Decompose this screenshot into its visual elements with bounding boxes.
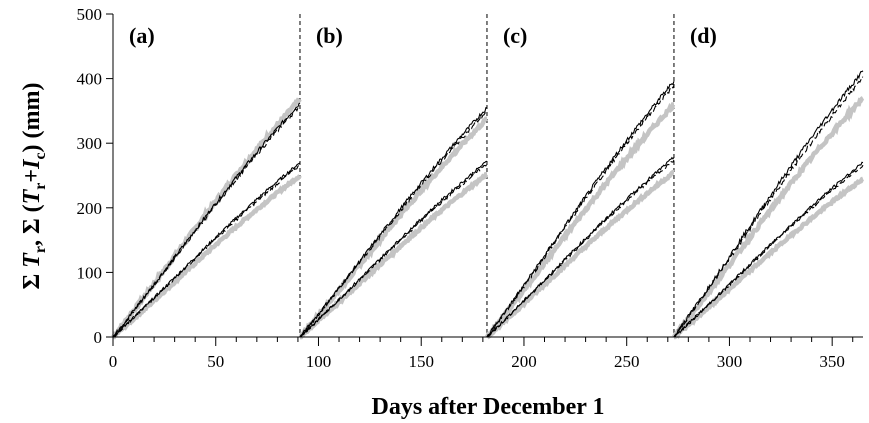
- y-axis-title-part: , Σ (: [19, 204, 45, 246]
- panel-label: (a): [129, 23, 155, 48]
- panel-labels: (a) (b) (c) (d): [129, 23, 717, 48]
- series-line-black-dashed-panel-3-curve-1: [486, 84, 675, 338]
- panel-label: (c): [503, 23, 527, 48]
- series-line-black-dashed-panel-1-curve-2: [112, 164, 301, 338]
- y-tick-label: 400: [77, 70, 103, 89]
- series-line-gray-thick-panel-4-curve-2: [673, 176, 864, 340]
- axes: 0 100 200 300 400 500 0 50 100 150 200 250 300 350: [77, 5, 863, 371]
- y-axis-title-part: I: [19, 158, 45, 170]
- series-line-black-dashed-panel-4-curve-1: [674, 75, 864, 338]
- series-line-black-dashed-panel-2-curve-2: [299, 163, 488, 338]
- series-line-gray-thick-panel-2-curve-1: [299, 116, 488, 340]
- series-line-black-solid-panel-3-curve-1: [486, 81, 675, 338]
- series-line-black-dashed-panel-3-curve-2: [486, 159, 675, 338]
- y-axis-title-part: +: [19, 169, 45, 183]
- x-tick-label: 50: [207, 352, 224, 371]
- series-line-black-dashed-panel-4-curve-2: [673, 164, 864, 338]
- y-tick-label: 500: [77, 5, 103, 24]
- y-axis-title-part: ) (mm): [19, 82, 45, 152]
- y-axis-title-part: r: [32, 183, 49, 190]
- y-tick-label: 0: [94, 328, 103, 347]
- series-line-gray-thick-panel-3-curve-1: [485, 102, 676, 339]
- x-tick-label: 350: [819, 352, 845, 371]
- x-tick-label: 100: [306, 352, 332, 371]
- x-tick-label: 250: [614, 352, 640, 371]
- series-line-gray-thick-panel-2-curve-2: [298, 171, 488, 340]
- x-tick-label: 150: [408, 352, 434, 371]
- y-axis-title-part: T: [19, 188, 45, 204]
- y-tick-label: 100: [77, 263, 103, 282]
- x-tick-label: 300: [717, 352, 743, 371]
- series-line-gray-thick-panel-3-curve-2: [485, 169, 675, 340]
- panel-label: (b): [316, 23, 343, 48]
- series-line-black-dashed-panel-1-curve-1: [112, 105, 301, 338]
- y-axis-title-part: Σ: [19, 268, 45, 290]
- y-axis-title-part: T: [19, 252, 45, 268]
- x-tick-label: 0: [109, 352, 118, 371]
- x-axis-title: Days after December 1: [371, 394, 604, 420]
- panel-label: (d): [690, 23, 717, 48]
- x-tick-label: 200: [511, 352, 537, 371]
- series-line-black-solid-panel-1-curve-1: [112, 102, 301, 338]
- series-line-black-dashed-panel-2-curve-1: [299, 110, 488, 338]
- y-axis-title-part: c: [32, 152, 49, 159]
- series-layer: [111, 70, 865, 340]
- y-tick-label: 300: [77, 134, 103, 153]
- y-tick-label: 200: [77, 199, 103, 218]
- series-line-gray-thick-panel-4-curve-1: [672, 96, 865, 339]
- series-line-gray-thick-panel-1-curve-2: [111, 174, 302, 340]
- y-axis-title-part: r: [32, 246, 49, 253]
- series-line-black-solid-panel-4-curve-1: [673, 70, 864, 338]
- y-axis-title: Σ Tr, Σ (Tr+Ic) (mm): [19, 82, 49, 289]
